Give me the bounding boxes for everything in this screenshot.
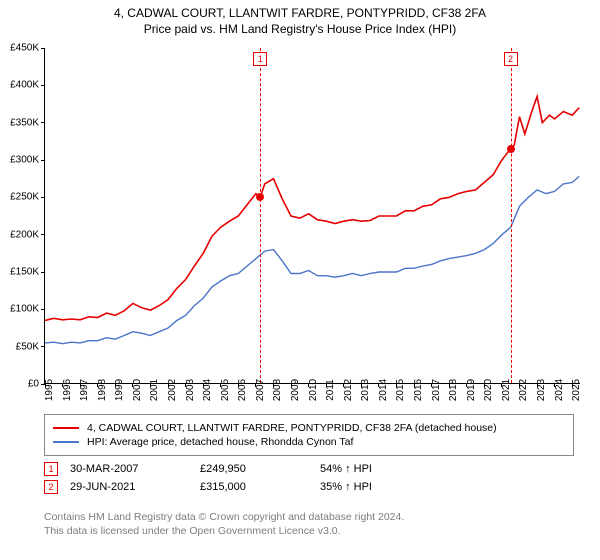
y-axis-label: £0 xyxy=(28,379,39,390)
x-axis-label: 2016 xyxy=(413,379,424,401)
event-delta: 54% ↑ HPI xyxy=(320,463,372,475)
x-axis-label: 2004 xyxy=(202,379,213,401)
x-axis-label: 2003 xyxy=(185,379,196,401)
line-series-svg xyxy=(45,48,581,384)
x-axis-label: 2009 xyxy=(290,379,301,401)
event-marker: 2 xyxy=(504,52,518,66)
footer-line-1: Contains HM Land Registry data © Crown c… xyxy=(44,510,574,524)
y-axis-label: £450K xyxy=(10,43,39,54)
y-axis-label: £150K xyxy=(10,267,39,278)
legend-label: 4, CADWAL COURT, LLANTWIT FARDRE, PONTYP… xyxy=(87,422,497,434)
x-axis-label: 1995 xyxy=(44,379,55,401)
event-point xyxy=(507,145,515,153)
x-axis-label: 2017 xyxy=(431,379,442,401)
plot-region: 12 xyxy=(44,48,580,384)
x-axis-label: 2015 xyxy=(395,379,406,401)
legend-swatch xyxy=(53,427,79,429)
x-axis-label: 1999 xyxy=(114,379,125,401)
event-date: 29-JUN-2021 xyxy=(70,481,200,493)
x-axis-label: 2013 xyxy=(360,379,371,401)
x-axis-label: 2008 xyxy=(272,379,283,401)
event-row: 1 30-MAR-2007£249,95054% ↑ HPI xyxy=(44,462,574,476)
x-axis-label: 2024 xyxy=(554,379,565,401)
x-axis-label: 1998 xyxy=(97,379,108,401)
event-number-badge: 2 xyxy=(44,480,58,494)
series-line xyxy=(45,97,579,321)
event-date: 30-MAR-2007 xyxy=(70,463,200,475)
x-axis-label: 2011 xyxy=(325,379,336,401)
x-axis-label: 2018 xyxy=(448,379,459,401)
series-line xyxy=(45,176,579,343)
chart-subtitle: Price paid vs. HM Land Registry's House … xyxy=(0,22,600,36)
x-axis-label: 2006 xyxy=(237,379,248,401)
event-divider xyxy=(511,48,512,383)
x-axis-label: 1997 xyxy=(79,379,90,401)
events-table: 1 30-MAR-2007£249,95054% ↑ HPI 2 29-JUN-202… xyxy=(44,458,574,498)
x-axis-label: 1996 xyxy=(62,379,73,401)
y-axis-label: £400K xyxy=(10,80,39,91)
y-axis-label: £100K xyxy=(10,304,39,315)
x-axis-label: 2025 xyxy=(571,379,582,401)
event-marker: 1 xyxy=(253,52,267,66)
x-axis-label: 2000 xyxy=(132,379,143,401)
footer-attribution: Contains HM Land Registry data © Crown c… xyxy=(44,510,574,538)
x-axis-label: 2014 xyxy=(378,379,389,401)
event-price: £315,000 xyxy=(200,481,320,493)
x-axis-label: 2022 xyxy=(518,379,529,401)
x-axis-label: 2020 xyxy=(483,379,494,401)
footer-line-2: This data is licensed under the Open Gov… xyxy=(44,524,574,538)
y-axis-label: £200K xyxy=(10,229,39,240)
x-axis-label: 2012 xyxy=(343,379,354,401)
legend-row: HPI: Average price, detached house, Rhon… xyxy=(53,436,565,448)
event-price: £249,950 xyxy=(200,463,320,475)
event-row: 2 29-JUN-2021£315,00035% ↑ HPI xyxy=(44,480,574,494)
chart-title-address: 4, CADWAL COURT, LLANTWIT FARDRE, PONTYP… xyxy=(0,6,600,20)
event-number-badge: 1 xyxy=(44,462,58,476)
legend-row: 4, CADWAL COURT, LLANTWIT FARDRE, PONTYP… xyxy=(53,422,565,434)
event-delta: 35% ↑ HPI xyxy=(320,481,372,493)
chart-container: 4, CADWAL COURT, LLANTWIT FARDRE, PONTYP… xyxy=(0,0,600,560)
x-axis-label: 2010 xyxy=(308,379,319,401)
x-axis-label: 2001 xyxy=(149,379,160,401)
x-axis-label: 2005 xyxy=(220,379,231,401)
legend-label: HPI: Average price, detached house, Rhon… xyxy=(87,436,353,448)
x-axis-label: 2007 xyxy=(255,379,266,401)
x-axis-label: 2002 xyxy=(167,379,178,401)
x-axis-label: 2023 xyxy=(536,379,547,401)
chart-area: 12 £0£50K£100K£150K£200K£250K£300K£350K£… xyxy=(44,48,580,384)
y-axis-label: £300K xyxy=(10,155,39,166)
x-axis-label: 2019 xyxy=(466,379,477,401)
title-block: 4, CADWAL COURT, LLANTWIT FARDRE, PONTYP… xyxy=(0,0,600,36)
legend-swatch xyxy=(53,441,79,443)
y-axis-label: £250K xyxy=(10,192,39,203)
y-axis-label: £50K xyxy=(16,341,39,352)
x-axis-label: 2021 xyxy=(501,379,512,401)
event-point xyxy=(256,193,264,201)
event-divider xyxy=(260,48,261,383)
legend-box: 4, CADWAL COURT, LLANTWIT FARDRE, PONTYP… xyxy=(44,414,574,456)
y-axis-label: £350K xyxy=(10,117,39,128)
